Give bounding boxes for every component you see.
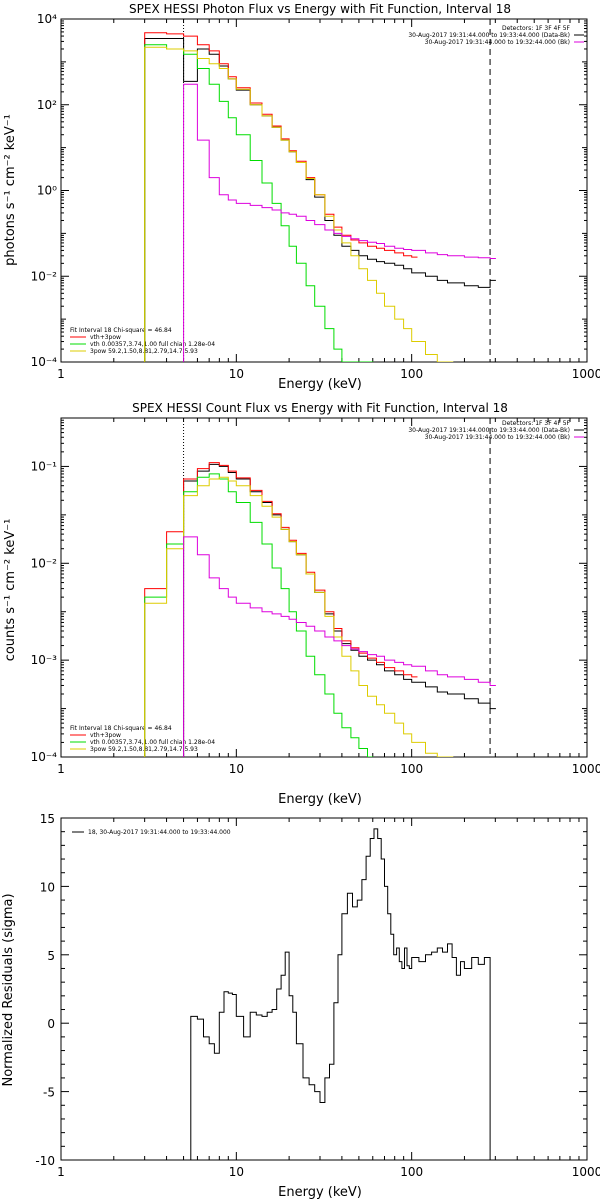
x-tick-label: 1 [57,762,65,776]
series-line-bk [183,83,496,362]
y-axis-label: photons s⁻¹ cm⁻² keV⁻¹ [3,114,18,266]
count-flux-panel: SPEX HESSI Count Flux vs Energy with Fit… [3,401,600,807]
x-tick-label: 10 [229,762,244,776]
x-axis-label: Energy (keV) [278,1185,362,1200]
header-line: Detectors: 1F 3F 4F 5F [502,420,571,427]
y-axis-label: Normalized Residuals (sigma) [1,893,16,1086]
plot-frame [60,817,588,1161]
series-line-18-30-aug-2017-19-31-44-000-to-19-33-44-000 [183,828,496,1160]
y-tick-label: -5 [43,1086,55,1100]
x-tick-label: 1000 [572,367,600,381]
series-line-3pow [144,46,454,362]
legend-entry: Fit Interval 18 Chi-square = 46.84 [70,327,172,334]
legend: Fit Interval 18 Chi-square = 46.84 vth+3… [70,327,215,355]
legend: 18, 30-Aug-2017 19:31:44.000 to 19:33:44… [72,829,231,836]
y-axis-label: counts s⁻¹ cm⁻² keV⁻¹ [3,519,18,662]
header-text: Detectors: 1F 3F 4F 5F 30-Aug-2017 19:31… [408,25,570,46]
header-line: 30-Aug-2017 19:31:44.000 to 19:33:44.000… [408,32,570,39]
y-tick-label: 15 [40,812,55,826]
header-line: Detectors: 1F 3F 4F 5F [502,25,571,32]
legend-entry: 3pow 59.2,1.50,8.81,2.79,14.7,5.93 [90,746,198,753]
header-line: 30-Aug-2017 19:31:44.000 to 19:32:44.000… [425,434,570,441]
x-tick-label: 1000 [572,762,600,776]
chart-title: SPEX HESSI Count Flux vs Energy with Fit… [132,401,508,415]
y-tick-label: 10⁻¹ [31,459,58,473]
x-tick-label: 1 [57,1165,65,1179]
y-tick-label: 10⁻² [31,269,58,283]
y-tick-label: 5 [47,949,55,963]
chart-title: SPEX HESSI Photon Flux vs Energy with Fi… [129,2,511,16]
series-line-bk [183,536,496,757]
series-line-vth [144,473,374,757]
y-tick-label: -10 [35,1154,55,1168]
x-tick-label: 100 [400,367,423,381]
x-tick-label: 10 [229,367,244,381]
plot-frame [60,18,588,363]
legend-entry: 3pow 59.2,1.50,8.81,2.79,14.7,5.93 [90,348,198,355]
y-tick-label: 10⁻⁴ [31,355,58,369]
legend-entry: vth 0.00357,3.74,1.00 full chian 1.28e-0… [90,739,215,746]
legend-entry: vth 0.00357,3.74,1.00 full chian 1.28e-0… [90,341,215,348]
y-tick-label: 10⁰ [37,184,57,198]
y-tick-label: 10⁻³ [31,653,58,667]
header-line: 30-Aug-2017 19:31:44.000 to 19:32:44.000… [425,39,570,46]
plot-frame [60,417,588,758]
legend-entry: 18, 30-Aug-2017 19:31:44.000 to 19:33:44… [88,829,231,836]
y-tick-label: 10² [37,98,57,112]
x-tick-label: 10 [229,1165,244,1179]
y-tick-label: 10 [40,880,55,894]
y-tick-label: 0 [47,1017,55,1031]
x-tick-label: 1000 [572,1165,600,1179]
x-tick-label: 100 [400,1165,423,1179]
series-line-data-bk [144,38,496,362]
x-axis-label: Energy (keV) [278,377,362,392]
y-tick-label: 10⁻⁴ [31,750,58,764]
header-text: Detectors: 1F 3F 4F 5F 30-Aug-2017 19:31… [408,420,570,441]
series-line-vth-3pow [144,32,418,362]
y-tick-label: 10⁻² [31,556,58,570]
x-axis-label: Energy (keV) [278,792,362,807]
legend-entry: vth+3pow [90,732,121,739]
residuals-panel: Energy (keV) Normalized Residuals (sigma… [1,812,600,1200]
series-line-vth [144,44,374,362]
legend-entry: vth+3pow [90,334,121,341]
series-line-3pow [144,476,454,757]
x-tick-label: 100 [400,762,423,776]
series-line-vth-3pow [144,462,418,757]
legend: Fit Interval 18 Chi-square = 46.84 vth+3… [70,725,215,753]
legend-entry: Fit Interval 18 Chi-square = 46.84 [70,725,172,732]
y-tick-label: 10⁴ [37,12,57,26]
header-line: 30-Aug-2017 19:31:44.000 to 19:33:44.000… [408,427,570,434]
photon-flux-panel: SPEX HESSI Photon Flux vs Energy with Fi… [3,2,600,392]
x-tick-label: 1 [57,367,65,381]
